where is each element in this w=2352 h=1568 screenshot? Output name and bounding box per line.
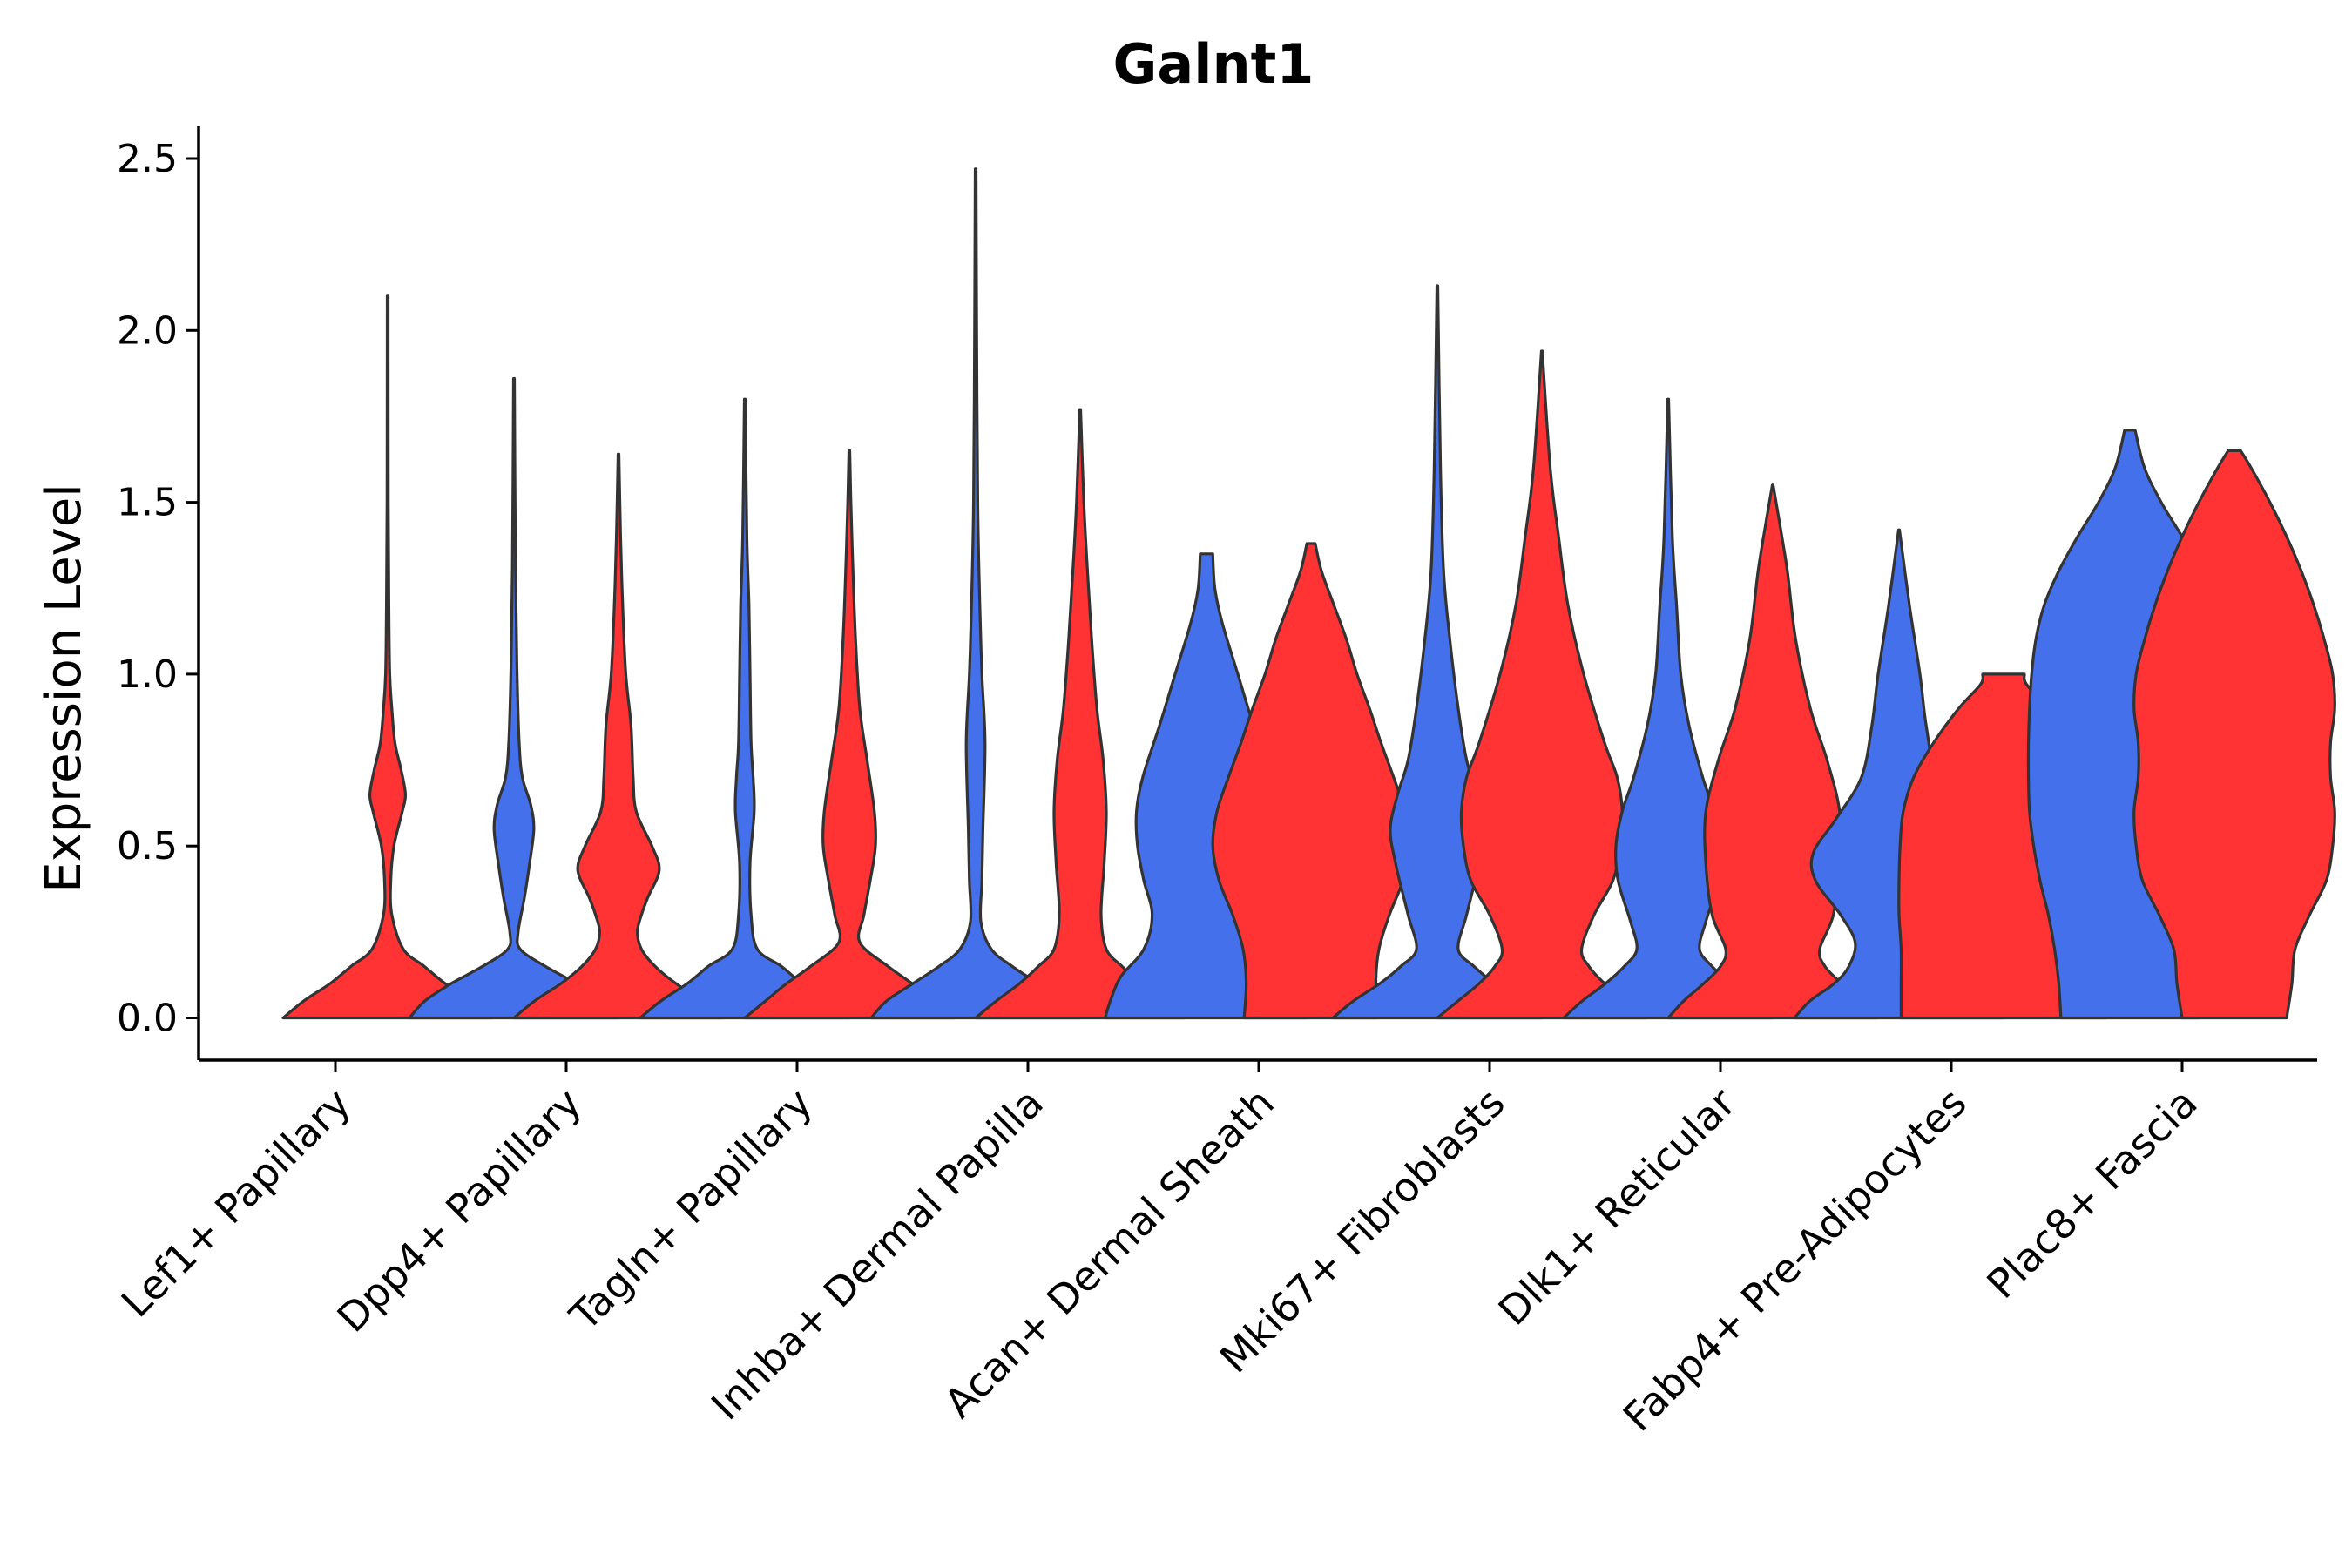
x-tick-label: Lef1+ Papillary [112,1079,360,1327]
violin-lef1-papillary-red [281,294,494,1020]
y-tick-label: 2.5 [117,137,178,181]
x-tick-label: Dpp4+ Papillary [328,1079,591,1342]
y-tick-label: 1.5 [117,481,178,525]
violin-acan-dermal-sheath-red [1211,542,1411,1020]
y-tick-label: 2.0 [117,308,178,353]
x-tick-label: Tagln+ Papillary [560,1079,821,1341]
violin-inhba-dermal-papilla-blue [869,167,1082,1020]
violin-mki67-fibroblasts-blue [1331,284,1544,1020]
y-tick-label: 0.0 [117,997,178,1041]
violin-tagln-papillary-red [743,449,956,1020]
violin-tagln-papillary-blue [639,397,851,1020]
violin-plac8-fascia-red [2132,449,2336,1020]
y-axis-label: Expression Level [36,483,92,893]
violin-mki67-fibroblasts-red [1436,349,1648,1020]
x-tick-label: Dlk1+ Reticular [1490,1079,1745,1335]
y-tick-label: 0.5 [117,824,178,868]
chart-title: Galnt1 [1113,32,1315,96]
violin-dpp4-papillary-blue [408,376,620,1020]
violin-inhba-dermal-papilla-red [974,408,1186,1020]
violin-group [281,167,2336,1020]
y-tick-label: 1.0 [117,652,178,697]
x-tick-label: Plac8+ Fascia [1977,1079,2206,1308]
violin-dpp4-papillary-red [512,452,725,1020]
